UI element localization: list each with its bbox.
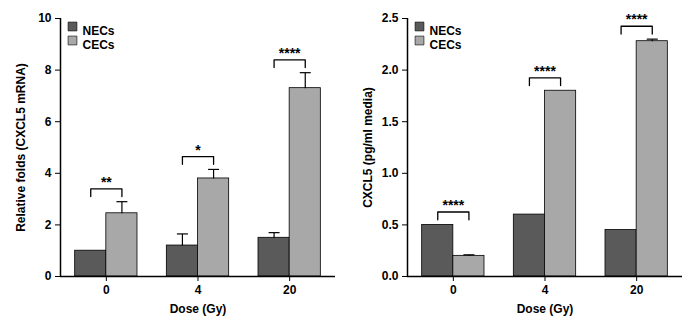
svg-text:CECs: CECs [83, 38, 115, 52]
svg-text:Relative folds (CXCL5 mRNA): Relative folds (CXCL5 mRNA) [14, 63, 28, 232]
svg-text:4: 4 [195, 283, 202, 297]
svg-text:CXCL5 (pg/ml media): CXCL5 (pg/ml media) [361, 87, 375, 208]
svg-text:0.5: 0.5 [382, 218, 399, 232]
svg-text:****: **** [626, 11, 648, 27]
svg-text:4: 4 [45, 166, 52, 180]
svg-text:NECs: NECs [83, 24, 115, 38]
svg-text:0: 0 [45, 269, 52, 283]
svg-text:20: 20 [630, 283, 644, 297]
svg-text:****: **** [442, 197, 464, 213]
svg-text:0: 0 [450, 283, 457, 297]
svg-text:2: 2 [45, 218, 52, 232]
svg-text:4: 4 [542, 283, 549, 297]
svg-text:6: 6 [45, 115, 52, 129]
svg-text:0: 0 [103, 283, 110, 297]
svg-text:**: ** [101, 174, 112, 190]
svg-text:1.5: 1.5 [382, 115, 399, 129]
svg-text:Dose (Gy): Dose (Gy) [170, 302, 227, 316]
svg-text:****: **** [279, 45, 301, 61]
svg-text:*: * [195, 142, 201, 158]
svg-text:Dose (Gy): Dose (Gy) [517, 302, 574, 316]
svg-text:10: 10 [38, 11, 52, 25]
svg-text:2.5: 2.5 [382, 11, 399, 25]
svg-text:8: 8 [45, 63, 52, 77]
svg-text:2.0: 2.0 [382, 63, 399, 77]
svg-text:****: **** [534, 63, 556, 79]
svg-text:1.0: 1.0 [382, 166, 399, 180]
svg-text:20: 20 [283, 283, 297, 297]
svg-text:CECs: CECs [430, 38, 462, 52]
svg-text:0.0: 0.0 [382, 269, 399, 283]
svg-text:NECs: NECs [430, 24, 462, 38]
